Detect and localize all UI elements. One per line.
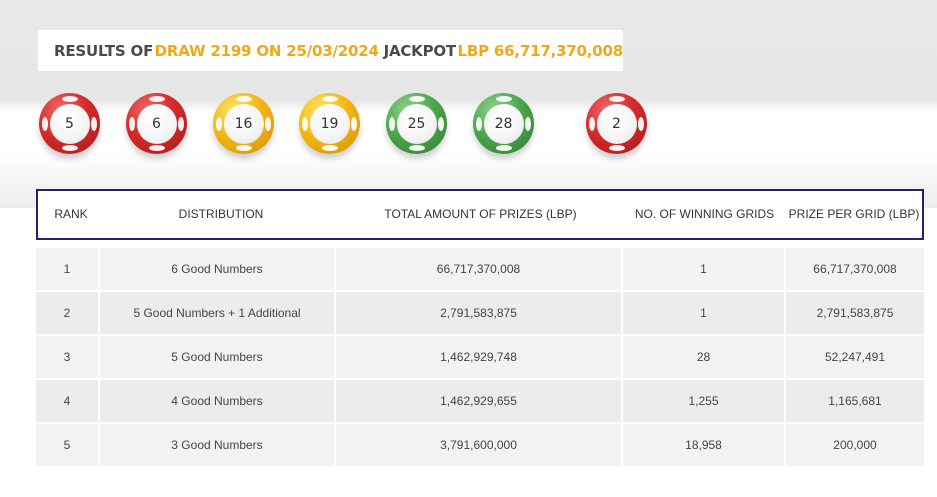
ball-yellow: 16 (213, 93, 274, 154)
col-total-prizes-cell: 3,791,600,000 (336, 424, 621, 466)
ball-number: 28 (483, 103, 524, 144)
jackpot-label: JACKPOT (383, 41, 457, 60)
col-total-prizes-cell: 1,462,929,655 (336, 380, 621, 422)
ball-number: 16 (223, 103, 264, 144)
col-rank-cell: 4 (36, 380, 98, 422)
jackpot-value: LBP 66,717,370,008 (457, 41, 623, 60)
ball-number: 2 (596, 103, 637, 144)
col-prize-per-grid-cell: 2,791,583,875 (786, 292, 924, 334)
ball-red: 5 (39, 93, 100, 154)
ball-yellow: 19 (299, 93, 360, 154)
col-total-prizes-cell: 1,462,929,748 (336, 336, 621, 378)
col-winning-grids-cell: 1 (623, 248, 784, 290)
col-distribution-cell: 4 Good Numbers (100, 380, 334, 422)
col-distribution-cell: 5 Good Numbers + 1 Additional (100, 292, 334, 334)
col-distribution-header: DISTRIBUTION (178, 207, 264, 221)
ball-number: 25 (396, 103, 437, 144)
col-prize-per-grid-cell: 1,165,681 (786, 380, 924, 422)
col-rank-cell: 2 (36, 292, 98, 334)
col-rank-cell: 3 (36, 336, 98, 378)
col-prize-per-grid-cell: 200,000 (786, 424, 924, 466)
col-prize-per-grid-header: PRIZE PER GRID (LBP) (788, 207, 920, 221)
col-rank-cell: 1 (36, 248, 98, 290)
ball-green: 25 (386, 93, 447, 154)
col-prize-per-grid-cell: 52,247,491 (786, 336, 924, 378)
draw-info: DRAW 2199 ON 25/03/2024 (154, 41, 379, 60)
col-total-prizes-header: TOTAL AMOUNT OF PRIZES (LBP) (384, 207, 577, 221)
col-rank-cell: 5 (36, 424, 98, 466)
col-prize-per-grid-cell: 66,717,370,008 (786, 248, 924, 290)
ball-green: 28 (473, 93, 534, 154)
col-winning-grids-cell: 28 (623, 336, 784, 378)
col-winning-grids-cell: 1 (623, 292, 784, 334)
col-distribution-cell: 6 Good Numbers (100, 248, 334, 290)
ball-number: 19 (309, 103, 350, 144)
col-winning-grids-cell: 1,255 (623, 380, 784, 422)
col-rank-header: RANK (54, 207, 88, 221)
drawn-balls: 5 6 16 19 25 28 2 (0, 0, 937, 170)
results-table-header: RANK DISTRIBUTION TOTAL AMOUNT OF PRIZES (… (36, 189, 924, 240)
col-winning-grids-header: NO. OF WINNING GRIDS (634, 207, 775, 221)
ball-number: 6 (136, 103, 177, 144)
results-title: RESULTS OF DRAW 2199 ON 25/03/2024 JACKPOT… (38, 30, 623, 71)
ball-red: 2 (586, 93, 647, 154)
ball-red: 6 (126, 93, 187, 154)
col-total-prizes-cell: 66,717,370,008 (336, 248, 621, 290)
ball-number: 5 (49, 103, 90, 144)
results-of-label: RESULTS OF (54, 41, 154, 60)
col-winning-grids-cell: 18,958 (623, 424, 784, 466)
col-distribution-cell: 5 Good Numbers (100, 336, 334, 378)
col-distribution-cell: 3 Good Numbers (100, 424, 334, 466)
col-total-prizes-cell: 2,791,583,875 (336, 292, 621, 334)
